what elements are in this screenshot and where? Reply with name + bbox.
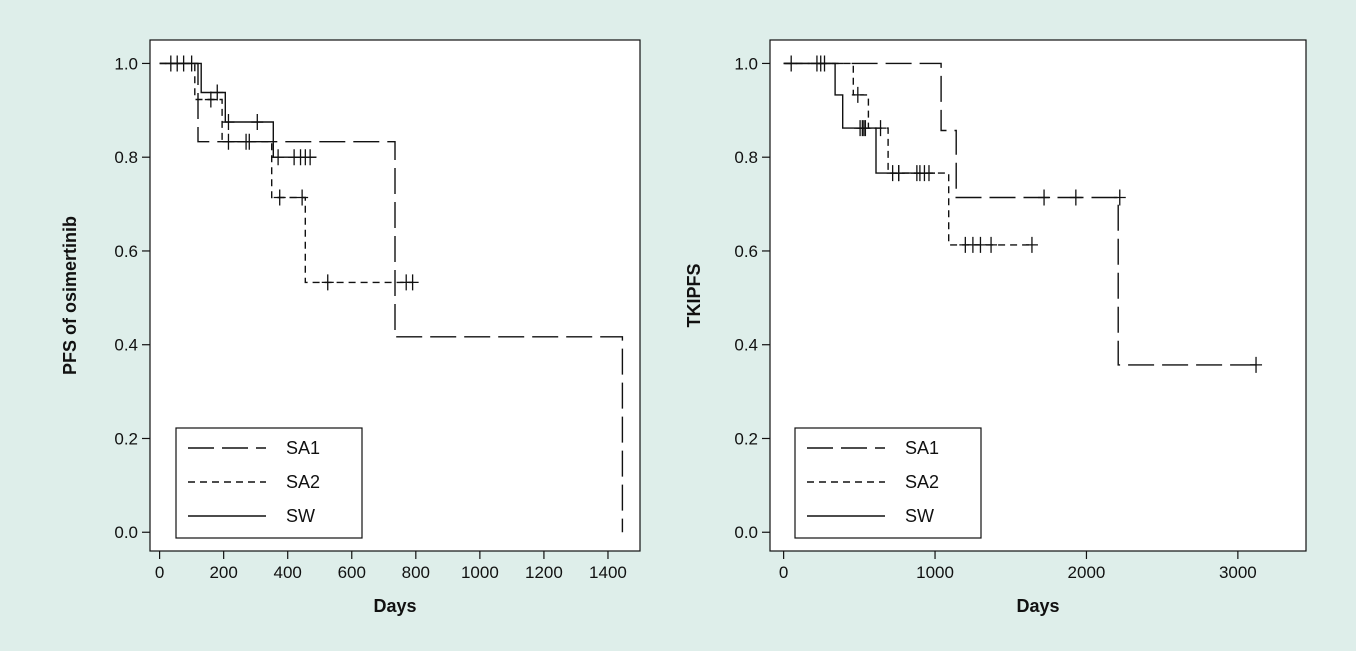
censor-mark-sa2 bbox=[296, 189, 309, 206]
y-tick-label: 0.8 bbox=[114, 148, 138, 167]
y-axis-title: PFS of osimertinib bbox=[60, 216, 80, 375]
censor-mark-sw bbox=[251, 114, 264, 131]
y-tick-label: 0.8 bbox=[734, 148, 758, 167]
censor-mark-sa2 bbox=[1025, 236, 1038, 253]
censor-mark-sw bbox=[818, 55, 831, 72]
y-tick-label: 0.6 bbox=[734, 242, 758, 261]
legend-label-sa2: SA2 bbox=[905, 472, 939, 492]
x-tick-label: 0 bbox=[155, 563, 164, 582]
x-tick-label: 400 bbox=[274, 563, 302, 582]
censor-mark-sa2 bbox=[851, 86, 864, 103]
censor-mark-sw bbox=[859, 120, 872, 137]
x-tick-label: 200 bbox=[209, 563, 237, 582]
x-tick-label: 3000 bbox=[1219, 563, 1257, 582]
x-tick-label: 800 bbox=[402, 563, 430, 582]
censor-mark-sw bbox=[304, 149, 317, 166]
y-tick-label: 0.4 bbox=[114, 336, 138, 355]
x-tick-label: 0 bbox=[779, 563, 788, 582]
censor-mark-sw bbox=[222, 114, 235, 131]
x-tick-label: 1400 bbox=[589, 563, 627, 582]
x-axis-title: Days bbox=[1016, 596, 1059, 616]
censor-mark-sa1 bbox=[1250, 356, 1263, 373]
series-line-sa2 bbox=[159, 62, 413, 284]
y-tick-label: 0.6 bbox=[114, 242, 138, 261]
censor-mark-sa2 bbox=[222, 133, 235, 150]
x-tick-label: 1000 bbox=[916, 563, 954, 582]
y-tick-label: 1.0 bbox=[734, 54, 758, 73]
censor-mark-sa2 bbox=[974, 236, 987, 253]
series-line-sw bbox=[783, 62, 935, 174]
censor-mark-sa2 bbox=[273, 189, 286, 206]
censor-mark-sw bbox=[785, 55, 798, 72]
censor-mark-sw bbox=[272, 149, 285, 166]
x-tick-label: 2000 bbox=[1068, 563, 1106, 582]
legend-label-sa2: SA2 bbox=[286, 472, 320, 492]
censor-mark-sa2 bbox=[321, 274, 334, 291]
legend-box bbox=[175, 427, 363, 539]
y-tick-label: 0.0 bbox=[114, 523, 138, 542]
censor-mark-sw bbox=[874, 120, 887, 137]
series-line-sa1 bbox=[783, 62, 1256, 366]
y-axis-title: TKIPFS bbox=[684, 263, 704, 327]
legend-label-sw: SW bbox=[905, 506, 934, 526]
legend: SA1 SA2 SW bbox=[794, 427, 982, 539]
censor-mark-sw bbox=[211, 84, 224, 101]
x-tick-label: 600 bbox=[338, 563, 366, 582]
y-tick-label: 0.4 bbox=[734, 336, 758, 355]
x-tick-label: 1000 bbox=[461, 563, 499, 582]
censor-mark-sa1 bbox=[1113, 189, 1126, 206]
legend-label-sw: SW bbox=[286, 506, 315, 526]
chart-panel-2: 0 1000 2000 3000 0.0 0.2 0.4 0.6 0.8 1.0 Days TKIPF… bbox=[684, 39, 1307, 616]
censor-mark-sw bbox=[185, 55, 198, 72]
censor-mark-sa1 bbox=[1038, 189, 1051, 206]
y-tick-label: 1.0 bbox=[114, 54, 138, 73]
legend-label-sa1: SA1 bbox=[905, 438, 939, 458]
x-axis-title: Days bbox=[373, 596, 416, 616]
y-tick-label: 0.2 bbox=[734, 429, 758, 448]
censor-mark-sw bbox=[892, 165, 905, 182]
y-tick-label: 0.2 bbox=[114, 429, 138, 448]
y-tick-label: 0.0 bbox=[734, 523, 758, 542]
censor-mark-sa2 bbox=[985, 236, 998, 253]
censor-mark-sa2 bbox=[204, 91, 217, 108]
chart-panel-1: 0 200 400 600 800 1000 1200 1400 0.0 0.2 0.4 0.6 0.8… bbox=[60, 39, 641, 616]
censor-mark-sa2 bbox=[243, 133, 256, 150]
legend: SA1 SA2 SW bbox=[175, 427, 363, 539]
legend-label-sa1: SA1 bbox=[286, 438, 320, 458]
series-line-sw bbox=[159, 62, 317, 158]
x-tick-label: 1200 bbox=[525, 563, 563, 582]
censor-mark-sw bbox=[922, 165, 935, 182]
censor-mark-sa1 bbox=[1069, 189, 1082, 206]
legend-box bbox=[794, 427, 982, 539]
